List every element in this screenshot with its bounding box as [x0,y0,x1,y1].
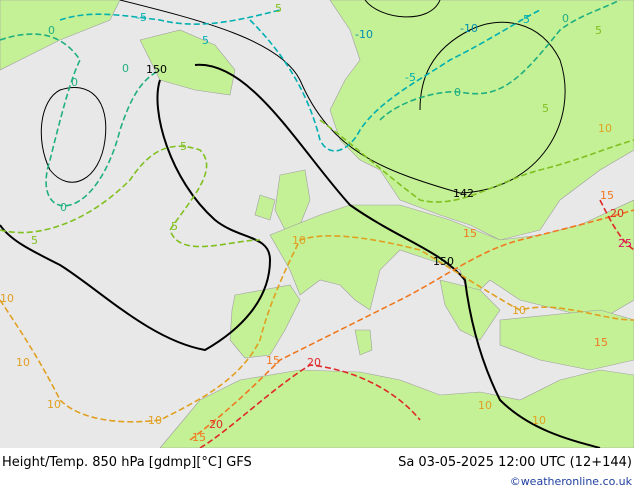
temp-contours [0,0,634,449]
valid-time: Sa 03-05-2025 12:00 UTC (12+144) [398,455,632,470]
temp-label: 20 [610,207,624,220]
temp-label: 10 [478,399,492,412]
temp-label: 10 [16,356,30,369]
temp-label: 10 [292,234,306,247]
temp-label: 5 [31,234,38,247]
temp-label: 10 [148,414,162,427]
temp-label: 15 [600,189,614,202]
temp-label: 0 [60,201,67,214]
credit: ©weatheronline.co.uk [510,475,633,488]
temp-label: 10 [512,304,526,317]
temp-label: 15 [192,431,206,444]
temp-label: -5 [405,71,416,84]
land [0,0,634,449]
temp-label: 15 [463,227,477,240]
map-title: Height/Temp. 850 hPa [gdmp][°C] GFS [2,455,252,470]
temp-label: 10 [47,398,61,411]
temp-label: 0 [71,76,78,89]
temp-label: 0 [454,86,461,99]
temp-label: 5 [171,220,178,233]
temp-label: 5 [180,140,187,153]
temp-label: 0 [122,62,129,75]
temp-label: 15 [594,336,608,349]
temp-label: -5 [519,13,530,26]
temp-label: 20 [209,418,223,431]
contour-labels: 150 142 150 0 -5 5 -10 -10 -5 0 5 0 5 0 … [0,2,632,444]
temp-label: 25 [618,237,632,250]
temp-label: 0 [48,24,55,37]
footer-band [0,448,634,490]
temp-label: 5 [275,2,282,15]
temp-label: -5 [136,11,147,24]
temp-label: 10 [598,122,612,135]
temp-label: -10 [460,22,478,35]
temp-label: -10 [355,28,373,41]
temp-label: 10 [532,414,546,427]
height-label: 150 [146,63,167,76]
height-label: 150 [433,255,454,268]
temp-label: 20 [307,356,321,369]
temp-label: 0 [562,12,569,25]
height-label: 142 [453,187,474,200]
temp-label: 5 [595,24,602,37]
temp-label: 15 [266,354,280,367]
temp-label: 5 [202,34,209,47]
temp-label: 10 [0,292,14,305]
temp-label: 5 [542,102,549,115]
